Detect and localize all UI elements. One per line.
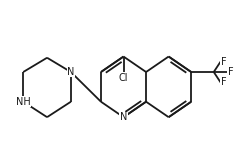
Text: F: F [228, 67, 233, 77]
Text: Cl: Cl [119, 73, 128, 83]
Text: NH: NH [16, 97, 31, 107]
Text: N: N [120, 112, 127, 122]
Text: F: F [221, 77, 226, 87]
Text: N: N [67, 67, 75, 77]
Text: F: F [221, 57, 226, 67]
